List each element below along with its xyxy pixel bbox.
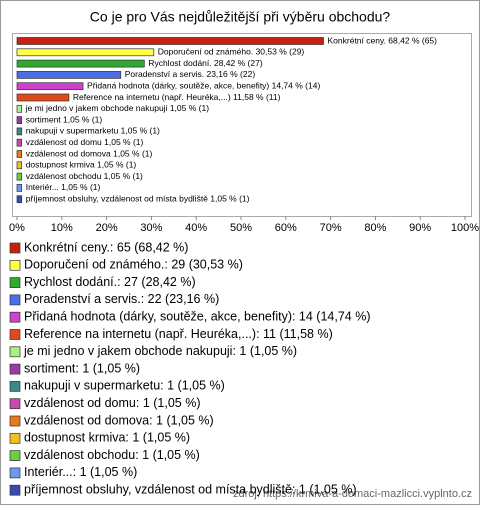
bar	[16, 195, 23, 204]
x-tick-label: 80%	[364, 222, 386, 234]
legend-swatch	[9, 432, 21, 444]
plot-frame	[12, 33, 472, 217]
legend-label: Přidaná hodnota (dárky, soutěže, akce, b…	[24, 309, 371, 323]
legend-swatch	[9, 329, 21, 340]
x-tick-label: 70%	[320, 222, 342, 234]
data-label: příjemnost obsluhy, vzdálenost od místa …	[26, 193, 250, 203]
x-tick-label: 20%	[96, 222, 118, 234]
data-label: Reference na internetu (např. Heuréka,..…	[73, 92, 281, 102]
bar	[16, 138, 23, 147]
bar	[16, 127, 23, 136]
legend-swatch	[9, 346, 21, 358]
legend-swatch	[9, 415, 21, 427]
legend-label: vzdálenost od domu: 1 (1,05 %)	[24, 396, 201, 410]
data-label: Konkrétní ceny. 68,42 % (65)	[328, 35, 438, 45]
data-label: nakupuji v supermarketu 1,05 % (1)	[26, 126, 160, 136]
legend-swatch	[9, 311, 21, 323]
data-label: vzdálenost od domu 1,05 % (1)	[26, 137, 144, 147]
bar	[16, 172, 23, 181]
bar	[16, 184, 23, 192]
legend-label: Reference na internetu (např. Heuréka,..…	[24, 327, 333, 341]
legend-swatch	[9, 467, 21, 479]
legend-label: vzdálenost obchodu: 1 (1,05 %)	[24, 448, 200, 462]
data-label: Přidaná hodnota (dárky, soutěže, akce, b…	[87, 80, 320, 90]
data-label: sortiment 1,05 % (1)	[26, 114, 103, 124]
legend-swatch	[9, 363, 21, 375]
bar	[16, 161, 23, 170]
legend-label: Konkrétní ceny.: 65 (68,42 %)	[24, 240, 188, 254]
legend-swatch	[9, 259, 21, 271]
bar	[16, 59, 145, 68]
legend-label: vzdálenost od domova: 1 (1,05 %)	[24, 413, 214, 427]
bar	[16, 37, 324, 45]
x-tick-label: 90%	[409, 222, 431, 234]
x-tick-label: 10%	[51, 222, 73, 234]
data-label: vzdálenost od domova 1,05 % (1)	[26, 148, 153, 158]
legend-label: Rychlost dodání.: 27 (28,42 %)	[24, 275, 196, 289]
bar	[16, 93, 70, 102]
legend-swatch	[9, 398, 21, 410]
bar	[16, 150, 23, 158]
legend-swatch	[9, 294, 21, 306]
legend-swatch	[9, 484, 21, 496]
data-label: vzdálenost obchodu 1,05 % (1)	[26, 171, 143, 181]
data-label: Interiér... 1,05 % (1)	[26, 182, 101, 192]
legend-label: Poradenství a servis.: 22 (23,16 %)	[24, 292, 219, 306]
data-label: Poradenství a servis. 23,16 % (22)	[125, 69, 256, 79]
legend-label: je mi jedno v jakem obchode nakupuji: 1 …	[23, 344, 297, 358]
legend-label: Interiér...: 1 (1,05 %)	[24, 465, 137, 479]
legend-swatch	[9, 277, 21, 288]
x-tick-label: 60%	[275, 222, 297, 234]
legend-swatch	[9, 450, 21, 461]
legend-swatch	[9, 242, 21, 254]
data-label: je mi jedno v jakem obchode nakupuji 1,0…	[25, 103, 209, 113]
legend-label: dostupnost krmiva: 1 (1,05 %)	[24, 431, 190, 445]
data-label: Rychlost dodání. 28,42 % (27)	[148, 58, 263, 68]
x-tick-label: 30%	[140, 222, 162, 234]
bar	[16, 104, 23, 113]
x-tick-label: 40%	[185, 222, 207, 234]
legend-label: sortiment: 1 (1,05 %)	[24, 361, 140, 375]
legend-label: nakupuji v supermarketu: 1 (1,05 %)	[24, 379, 225, 393]
legend-swatch	[9, 381, 21, 392]
bar	[16, 48, 155, 57]
x-tick-label: 50%	[230, 222, 252, 234]
x-tick-label: 0%	[9, 222, 25, 234]
data-label: dostupnost krmiva 1,05 % (1)	[26, 160, 137, 170]
legend-label: příjemnost obsluhy, vzdálenost od místa …	[24, 482, 357, 496]
legend-label: Doporučení od známého.: 29 (30,53 %)	[24, 258, 243, 272]
bar	[16, 71, 122, 79]
source: zdroj: https://krmiva-a-domaci-mazlicci.…	[233, 488, 472, 500]
data-label: Doporučení od známého. 30,53 % (29)	[158, 47, 305, 57]
bar	[16, 116, 23, 124]
bar	[16, 82, 84, 91]
x-tick-label: 100%	[451, 222, 479, 234]
chart-title: Co je pro Vás nejdůležitější při výběru …	[90, 9, 391, 25]
